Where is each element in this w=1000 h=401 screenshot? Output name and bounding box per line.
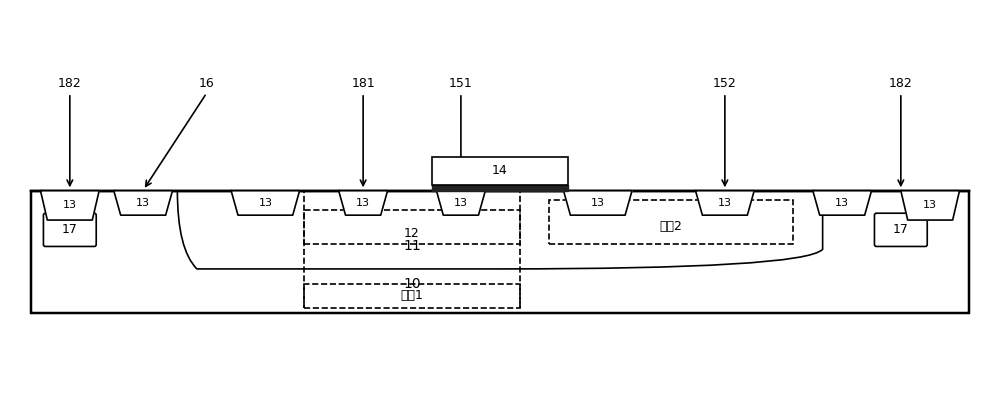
Polygon shape <box>901 191 960 220</box>
Polygon shape <box>813 191 872 215</box>
Text: 13: 13 <box>258 198 272 208</box>
Bar <box>304 210 520 245</box>
Polygon shape <box>40 191 99 220</box>
Text: 13: 13 <box>718 198 732 208</box>
Text: 13: 13 <box>356 198 370 208</box>
Text: 181: 181 <box>351 77 375 90</box>
Text: 13: 13 <box>591 198 605 208</box>
Polygon shape <box>339 191 388 215</box>
Text: 14: 14 <box>492 164 508 177</box>
Text: 17: 17 <box>893 223 909 236</box>
Text: 13: 13 <box>63 200 77 211</box>
Text: 13: 13 <box>923 200 937 211</box>
Text: 182: 182 <box>889 77 913 90</box>
FancyBboxPatch shape <box>43 213 96 247</box>
Bar <box>31 191 969 313</box>
Polygon shape <box>436 191 485 215</box>
Polygon shape <box>564 191 632 215</box>
Text: 152: 152 <box>713 77 737 90</box>
Polygon shape <box>432 185 568 191</box>
Text: 区块1: 区块1 <box>401 290 423 302</box>
Text: 13: 13 <box>136 198 150 208</box>
Bar <box>432 156 568 185</box>
Text: 11: 11 <box>403 239 421 253</box>
Polygon shape <box>231 191 300 215</box>
Text: 17: 17 <box>62 223 78 236</box>
Text: 182: 182 <box>58 77 82 90</box>
Text: 13: 13 <box>454 198 468 208</box>
Polygon shape <box>696 191 754 215</box>
FancyBboxPatch shape <box>874 213 927 247</box>
Text: 16: 16 <box>199 77 215 90</box>
Text: 区块2: 区块2 <box>660 221 683 233</box>
Text: 151: 151 <box>449 77 473 90</box>
Bar <box>549 200 793 245</box>
Text: 10: 10 <box>403 277 421 291</box>
Polygon shape <box>114 191 172 215</box>
Bar <box>304 284 520 308</box>
Text: 12: 12 <box>404 227 420 241</box>
Text: 13: 13 <box>835 198 849 208</box>
